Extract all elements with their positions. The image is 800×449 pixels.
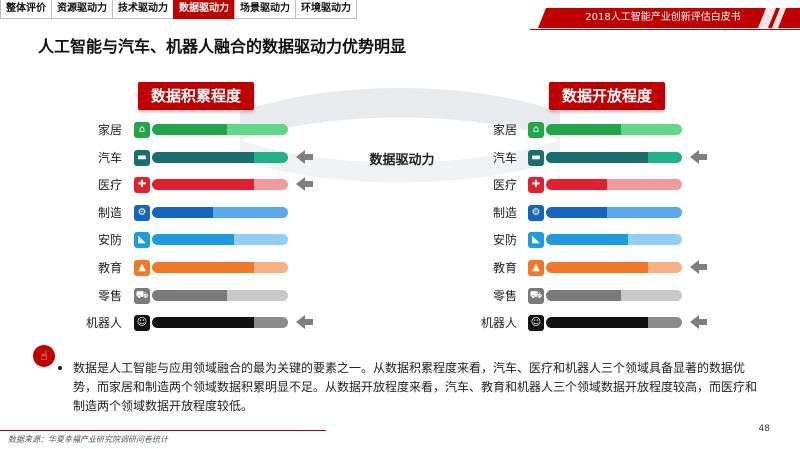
graduation-cap-icon: ▲ [134, 260, 150, 276]
factory-icon: ⚙ [528, 204, 544, 221]
right-bar [546, 179, 682, 191]
car-icon: ▬ [134, 149, 150, 166]
left-bar [152, 206, 288, 218]
left-bar-fill [152, 206, 214, 218]
right-row-label: 教育 [492, 261, 517, 275]
right-bar-fill [546, 234, 628, 246]
left-bar [152, 262, 288, 273]
banner-shape [538, 8, 800, 28]
right-bar-fill [546, 206, 608, 218]
tab-1[interactable]: 资源驱动力 [51, 0, 113, 19]
page-title: 人工智能与汽车、机器人融合的数据驱动力优势明显 [38, 37, 407, 56]
right-bar-fill [546, 317, 648, 329]
left-arrow-icon [296, 149, 313, 164]
medical-cross-icon: ✚ [134, 177, 150, 194]
right-bar-fill [546, 179, 608, 191]
left-arrow-icon [690, 315, 707, 330]
security-camera-icon: ◣ [134, 232, 150, 249]
left-bar [152, 151, 288, 163]
factory-icon: ⚙ [134, 204, 150, 221]
left-row-label: 安防 [97, 233, 122, 248]
right-bar-fill [546, 151, 648, 163]
home-icon: ⌂ [134, 122, 150, 138]
right-panel-title: 数据开放程度 [549, 82, 665, 110]
left-row-label: 制造 [97, 205, 122, 220]
right-bar [546, 151, 682, 163]
right-bar [546, 289, 682, 301]
report-title: 2018人工智能产业创新评估白皮书 [585, 12, 741, 23]
right-row-label: 汽车 [492, 150, 517, 165]
left-bar [152, 179, 288, 191]
left-bar-fill [152, 234, 234, 246]
right-bar-fill [546, 124, 621, 135]
security-camera-icon: ◣ [528, 232, 544, 249]
robot-icon: ☺ [528, 315, 544, 332]
left-panel-title: 数据积累程度 [138, 82, 254, 110]
left-arrow-icon [690, 149, 707, 164]
right-row-label: 医疗 [492, 178, 517, 193]
left-row-label: 汽车 [97, 150, 122, 165]
right-bar [546, 234, 682, 246]
right-row-label: 安防 [492, 233, 517, 248]
left-row-label: 零售 [97, 288, 122, 303]
right-bar-fill [546, 262, 648, 273]
center-label: 数据驱动力 [369, 153, 435, 168]
left-bar-fill [152, 179, 254, 191]
shopping-cart-icon: ⛟ [528, 287, 544, 304]
left-arrow-icon [690, 260, 707, 274]
right-row-label: 制造 [492, 205, 517, 220]
footer-rule [0, 430, 326, 431]
left-bar-fill [152, 317, 254, 329]
right-bar [546, 317, 682, 329]
left-row-label: 家居 [97, 123, 122, 137]
page-number: 48 [758, 424, 770, 434]
right-bar [546, 206, 682, 218]
right-bar [546, 262, 682, 273]
graduation-cap-icon: ▲ [528, 260, 544, 276]
tab-2[interactable]: 技术驱动力 [112, 0, 174, 19]
left-bar-fill [152, 124, 227, 135]
left-bar-fill [152, 262, 254, 273]
left-arrow-icon [296, 315, 313, 330]
medical-cross-icon: ✚ [528, 177, 544, 194]
tab-0[interactable]: 整体评价 [0, 0, 52, 19]
report-banner: 2018人工智能产业创新评估白皮书 [538, 8, 800, 28]
right-row-label: 机器人 [480, 316, 517, 331]
right-row-label: 零售 [492, 288, 517, 303]
left-arrow-icon [296, 177, 313, 192]
left-bar [152, 124, 288, 135]
nav-tabs: 整体评价 资源驱动力 技术驱动力 数据驱动力 场景驱动力 环境驱动力 [0, 0, 357, 20]
tab-4[interactable]: 场景驱动力 [234, 0, 296, 19]
left-bar-fill [152, 289, 227, 301]
robot-icon: ☺ [134, 315, 150, 332]
right-bar-fill [546, 289, 621, 301]
tab-3[interactable]: 数据驱动力 [173, 0, 235, 19]
left-bar [152, 289, 288, 301]
hand-pointer-icon: ☝ [33, 345, 55, 367]
home-icon: ⌂ [528, 122, 544, 138]
car-icon: ▬ [528, 149, 544, 166]
left-row-label: 教育 [97, 261, 122, 275]
left-row-label: 机器人 [85, 316, 122, 331]
summary-text: 数据是人工智能与应用领域融合的最为关键的要素之一。从数据积累程度来看，汽车、医疗… [73, 361, 758, 413]
left-bar [152, 234, 288, 246]
header-rule [530, 29, 800, 30]
left-bar [152, 317, 288, 329]
tab-5[interactable]: 环境驱动力 [295, 0, 357, 19]
bullet-dot [58, 366, 62, 370]
shopping-cart-icon: ⛟ [134, 287, 150, 304]
left-row-label: 医疗 [97, 178, 122, 193]
right-bar [546, 124, 682, 135]
data-source: 数据来源：华夏幸福产业研究院调研问卷统计 [8, 435, 168, 444]
left-bar-fill [152, 151, 254, 163]
right-row-label: 家居 [492, 123, 517, 137]
